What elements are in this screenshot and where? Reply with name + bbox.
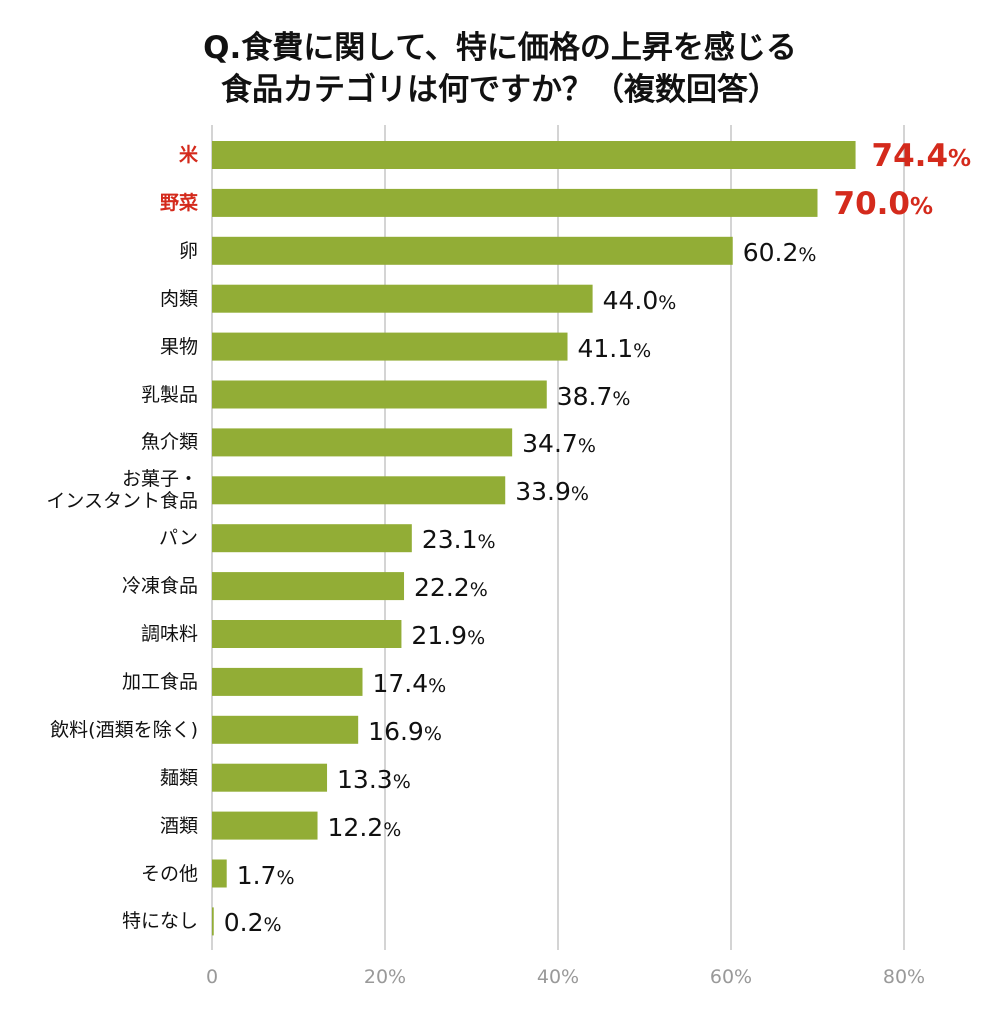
value-label: 12.2%: [328, 813, 402, 845]
category-label: 乳製品: [140, 383, 198, 406]
value-number: 38.7: [556, 381, 613, 411]
category-label: その他: [140, 862, 198, 885]
bar: [212, 811, 318, 840]
value-unit: %: [477, 531, 496, 554]
value-number: 44.0: [602, 285, 659, 315]
value-label: 23.1%: [422, 525, 496, 557]
value-number: 1.7: [236, 860, 277, 890]
category-label: 飲料(酒類を除く): [50, 718, 198, 741]
value-unit: %: [263, 914, 282, 937]
value-label: 38.7%: [557, 382, 631, 414]
chart-title-line-1: Q.食費に関して、特に価格の上昇を感じる: [203, 30, 797, 66]
value-number: 23.1: [421, 525, 478, 555]
value-number: 22.2: [414, 573, 470, 603]
value-number: 74.4: [871, 138, 949, 174]
bar: [212, 332, 568, 361]
bar: [212, 715, 359, 744]
value-label: 34.7%: [522, 429, 596, 461]
value-label: 44.0%: [603, 286, 677, 318]
category-label: 加工食品: [121, 670, 198, 693]
value-unit: %: [910, 193, 934, 220]
bar: [212, 141, 856, 169]
value-unit: %: [276, 866, 295, 889]
value-number: 0.2: [223, 908, 264, 938]
value-unit: %: [612, 387, 631, 410]
value-number: 13.3: [337, 764, 393, 794]
value-number: 70.0: [833, 185, 911, 222]
category-label: お菓子・ インスタント食品: [46, 468, 198, 513]
bar: [212, 763, 328, 792]
value-label: 22.2%: [414, 573, 488, 605]
category-label: 調味料: [140, 623, 198, 645]
category-label: 肉類: [159, 287, 198, 310]
value-label: 0.2%: [224, 908, 282, 940]
value-unit: %: [658, 291, 677, 314]
bar: [212, 236, 733, 265]
category-label: 卵: [178, 239, 198, 262]
value-label: 16.9%: [368, 717, 442, 749]
value-unit: %: [467, 627, 486, 649]
value-number: 21.9: [411, 621, 468, 650]
bar: [212, 476, 506, 505]
x-tick-label: 20%: [363, 966, 407, 988]
value-number: 41.1: [577, 333, 634, 363]
x-tick-label: 60%: [709, 966, 753, 988]
value-unit: %: [948, 146, 972, 172]
value-unit: %: [423, 722, 442, 745]
value-label: 13.3%: [337, 765, 411, 797]
value-unit: %: [383, 818, 402, 841]
category-label: 特になし: [121, 910, 198, 933]
bar: [212, 428, 513, 457]
x-tick-label: 0: [205, 966, 219, 988]
value-label: 21.9%: [411, 621, 485, 653]
category-label: 麺類: [159, 766, 198, 789]
category-label: 野菜: [159, 191, 198, 214]
x-tick-label: 80%: [882, 966, 926, 988]
category-label: パン: [159, 527, 198, 550]
value-unit: %: [428, 674, 447, 697]
bar: [212, 284, 593, 313]
value-number: 17.4: [372, 668, 429, 698]
value-unit: %: [469, 579, 488, 602]
value-number: 33.9: [515, 477, 571, 507]
value-unit: %: [798, 243, 817, 266]
bar: [212, 188, 818, 217]
value-number: 12.2: [327, 812, 384, 842]
value-unit: %: [570, 483, 589, 506]
value-label: 70.0%: [833, 185, 934, 222]
bar: [212, 572, 405, 601]
category-label: 魚介類: [140, 431, 198, 454]
bar: [212, 524, 412, 553]
value-unit: %: [633, 339, 652, 362]
value-number: 60.2: [742, 237, 799, 267]
value-label: 41.1%: [578, 334, 652, 366]
category-label: 冷凍食品: [121, 575, 198, 598]
value-label: 33.9%: [515, 477, 589, 509]
value-label: 74.4%: [872, 141, 972, 174]
value-label: 60.2%: [743, 238, 817, 270]
value-label: 17.4%: [373, 669, 447, 701]
value-number: 16.9: [368, 716, 424, 746]
value-unit: %: [577, 435, 596, 458]
category-label: 果物: [159, 335, 198, 358]
x-tick-label: 40%: [536, 966, 580, 988]
value-unit: %: [392, 770, 411, 793]
bar: [212, 667, 363, 696]
bar: [212, 620, 402, 648]
value-number: 34.7: [522, 429, 578, 459]
bar: [212, 859, 227, 888]
chart-title-line-2: 食品カテゴリは何ですか？（複数回答）: [221, 72, 779, 108]
value-label: 1.7%: [237, 861, 295, 893]
bar: [212, 907, 214, 936]
category-label: 酒類: [159, 814, 198, 837]
category-label: 米: [178, 144, 198, 166]
bar: [212, 380, 547, 409]
